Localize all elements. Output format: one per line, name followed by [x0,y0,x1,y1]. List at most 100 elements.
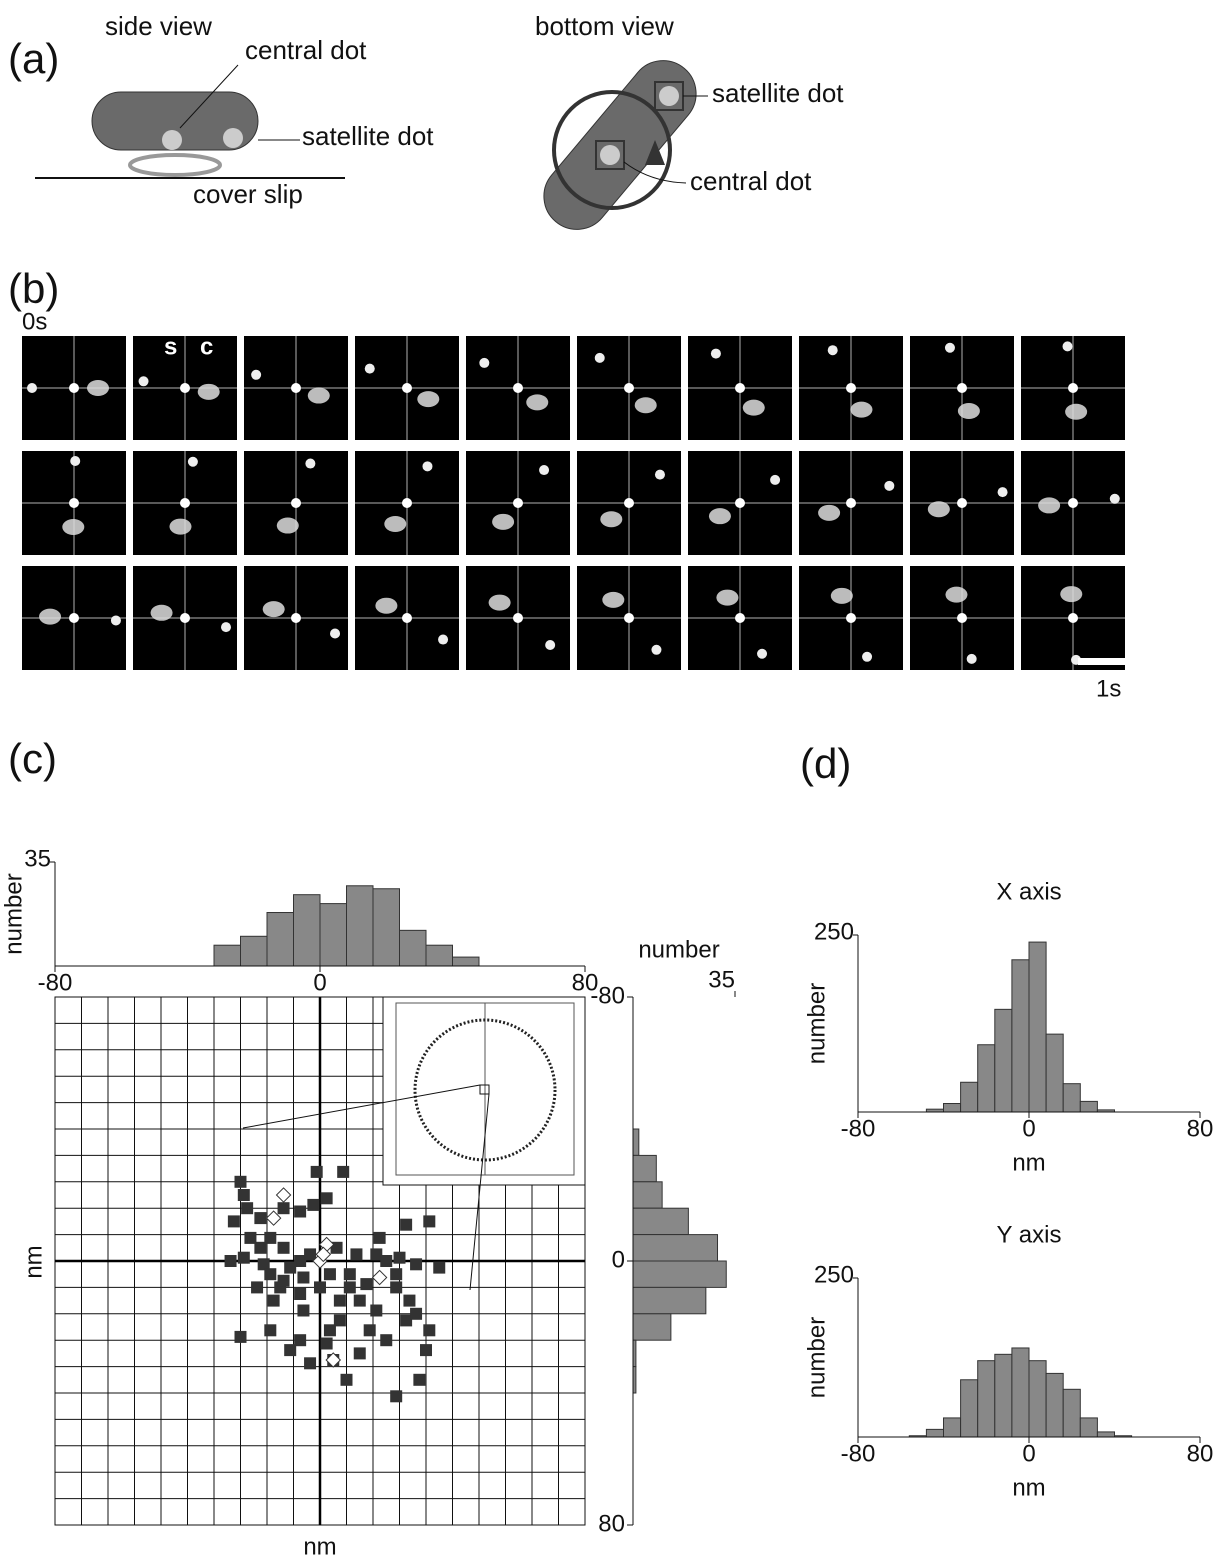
bar [633,1182,662,1208]
satellite-spot [479,358,489,368]
body-spot [417,391,439,407]
y-tick-label: -80 [590,982,625,1009]
x-tick-label: 35 [708,966,735,993]
point [344,1281,356,1293]
point [284,1262,296,1274]
body-spot [818,505,840,521]
bar [453,957,480,966]
x-axis-label: nm [1012,1474,1045,1501]
dot [600,145,620,165]
satellite-spot [595,353,605,363]
central-spot [180,383,190,393]
body-spot [958,403,980,419]
point [294,1288,306,1300]
point [337,1166,349,1178]
satellite-spot [422,461,432,471]
y-axis-label: nm [20,1245,47,1278]
scale-label: 1s [1096,675,1121,702]
x-tick-label: 0 [1022,1440,1035,1467]
bar [400,930,427,966]
point [410,1258,422,1270]
dot [162,130,182,150]
bar [1063,1389,1080,1437]
y-axis-label: number [803,983,830,1064]
point [311,1166,323,1178]
point [307,1199,319,1211]
point [235,1176,247,1188]
point [297,1272,309,1284]
point [360,1278,372,1290]
bar [1029,1361,1046,1437]
bar [995,1354,1012,1437]
y-tick-label: 35 [24,845,51,872]
point [278,1202,290,1214]
dot [223,128,243,148]
point [350,1248,362,1260]
view-title: bottom view [535,11,674,41]
satellite-spot [188,457,198,467]
body-spot [709,508,731,524]
panel-label: (a) [8,35,59,82]
bar [633,1208,688,1234]
chart-title: Y axis [997,1221,1062,1248]
y-tick-label: 250 [814,1261,854,1288]
bar [320,904,347,966]
point [344,1268,356,1280]
point [390,1268,402,1280]
central-spot [957,383,967,393]
bar [347,886,374,966]
bacterium [530,47,709,243]
y-axis-label: number [0,873,27,954]
body-spot [1065,404,1087,420]
central-spot [1068,383,1078,393]
bar [426,945,453,966]
body-spot [308,388,330,404]
point [334,1295,346,1307]
satellite-spot [884,481,894,491]
point [241,1202,253,1214]
bar [294,895,321,966]
dot [659,86,679,106]
point [433,1262,445,1274]
frames [22,336,1125,670]
bar [633,1155,656,1181]
central-spot [624,383,634,393]
point [251,1281,263,1293]
bar [944,1418,961,1437]
body-spot [198,384,220,400]
central-spot [735,613,745,623]
point [324,1324,336,1336]
body-spot [602,592,624,608]
body-spot [831,588,853,604]
bar [995,1009,1012,1112]
satellite-spot [139,376,149,386]
body-spot [1060,586,1082,602]
bar [1029,942,1046,1112]
view-title: side view [105,11,212,41]
central-spot [957,498,967,508]
bar [214,945,241,966]
central-spot [513,613,523,623]
x-tick-label: -80 [38,969,73,996]
satellite-spot [539,465,549,475]
body-spot [850,402,872,418]
central-spot [735,498,745,508]
satellite-spot [1110,494,1120,504]
point [235,1331,247,1343]
y-tick-label: 80 [598,1510,625,1537]
point [294,1206,306,1218]
central-spot [291,613,301,623]
point [341,1374,353,1386]
point [423,1215,435,1227]
satellite-spot [945,343,955,353]
point [278,1242,290,1254]
satellite-spot [1063,341,1073,351]
point [284,1344,296,1356]
body-spot [62,519,84,535]
point [304,1357,316,1369]
body-spot [716,590,738,606]
label: satellite dot [302,121,434,151]
point [390,1390,402,1402]
y-tick-label: 0 [612,1246,625,1273]
body-spot [151,605,173,621]
